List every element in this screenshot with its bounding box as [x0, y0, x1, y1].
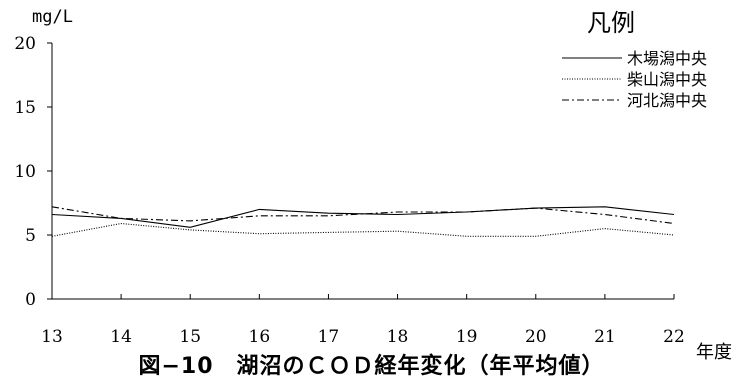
x-tick-label: 18	[387, 327, 409, 347]
x-tick-label: 15	[179, 327, 201, 347]
x-tick-label: 17	[318, 327, 340, 347]
x-tick-label: 22	[663, 327, 685, 347]
y-tick-label: 5	[25, 226, 36, 246]
x-tick-label: 19	[456, 327, 478, 347]
series-line-1	[51, 206, 675, 228]
legend-label-3: 河北潟中央	[627, 91, 707, 110]
figure-caption: 図−10 湖沼のＣＯＤ経年変化（年平均値）	[138, 354, 605, 379]
x-tick-label: 14	[110, 327, 132, 347]
y-tick-label: 20	[14, 34, 36, 54]
legend-label-2: 柴山潟中央	[627, 70, 707, 89]
y-tick-label: 15	[14, 98, 36, 118]
y-axis-unit-label: mg/L	[32, 7, 73, 27]
legend-label-1: 木場潟中央	[627, 49, 707, 68]
x-tick-label: 20	[525, 327, 547, 347]
x-tick-label: 21	[594, 327, 616, 347]
legend-title: 凡例	[587, 9, 635, 37]
y-tick-label: 0	[25, 290, 36, 310]
x-axis-ticks: 13 14 15 16 17 18 19 20 21 22	[41, 294, 685, 347]
series-line-2	[51, 222, 675, 237]
x-tick-label: 13	[41, 327, 63, 347]
x-axis-unit-label: 年度	[696, 342, 732, 363]
y-tick-label: 10	[14, 162, 36, 182]
x-tick-label: 16	[249, 327, 271, 347]
y-axis-ticks: 0 5 10 15 20	[14, 34, 52, 310]
series-lines	[51, 206, 675, 237]
